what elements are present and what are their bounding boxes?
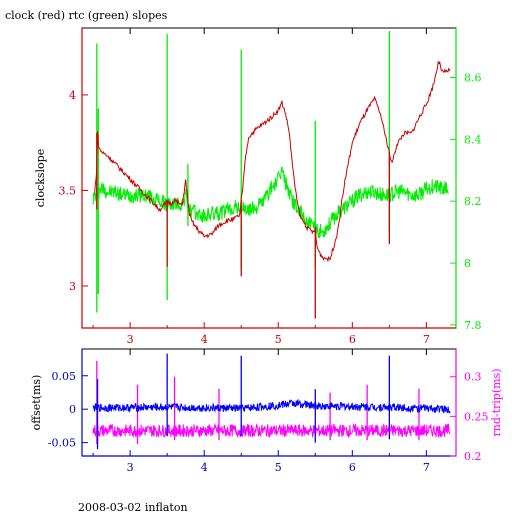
slope-left-axis-label: clockslope [34,149,47,207]
footer-caption: 2008-03-02 inflaton [78,501,188,512]
x-tick-label: 4 [201,333,208,346]
left-tick-label: -0.05 [48,437,76,450]
right-tick-label: 8 [464,257,471,270]
x-tick-label: 5 [275,333,282,346]
left-tick-label: 0 [69,403,76,416]
x-tick-label: 6 [349,461,356,474]
slope-series-layer [92,31,451,319]
right-tick-label: 0.25 [464,410,489,423]
x-tick-label: 5 [275,461,282,474]
right-tick-label: 0.2 [464,450,482,463]
right-tick-label: 7.8 [464,319,482,332]
right-tick-label: 8.2 [464,195,482,208]
right-tick-label: 8.6 [464,71,482,84]
offset-series-line [92,398,451,414]
left-tick-label: 3 [69,280,76,293]
x-tick-label: 3 [127,333,134,346]
rndtrip-series-line [92,422,451,439]
x-tick-label: 7 [423,461,430,474]
offset-series-layer [92,353,451,450]
left-tick-label: 3.5 [59,184,77,197]
offset-left-axis-label: offset(ms) [30,375,43,431]
offset-axes-layer: 3 4 5 6 7 -0.05 0 0.05 0.2 0.25 0.3 [48,349,489,474]
slope-axes-layer: 3 4 5 6 7 3 3.5 4 7.8 8 8.2 8.4 8.6 [59,28,482,346]
x-tick-label: 6 [349,333,356,346]
right-tick-label: 0.3 [464,371,482,384]
chart-title: clock (red) rtc (green) slopes [5,9,168,22]
clock-series-line [94,60,451,263]
x-tick-label: 4 [201,461,208,474]
slope-panel: 3 4 5 6 7 3 3.5 4 7.8 8 8.2 8.4 8.6 clockslope [34,27,482,346]
left-tick-label: 0.05 [52,370,77,383]
offset-panel: 3 4 5 6 7 -0.05 0 0.05 0.2 0.25 0.3 offset(ms) rnd… [30,348,503,474]
right-tick-label: 8.4 [464,133,482,146]
rndtrip-right-axis-label: rnd-trip(ms) [490,369,503,437]
x-tick-label: 3 [127,461,134,474]
x-tick-label: 7 [423,333,430,346]
left-tick-label: 4 [69,89,76,102]
